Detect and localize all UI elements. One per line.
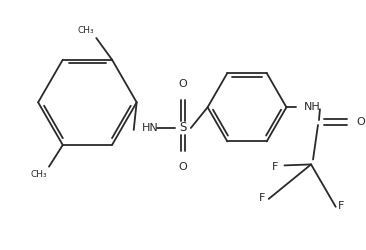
Text: F: F	[258, 193, 265, 203]
Text: O: O	[179, 78, 187, 88]
Text: S: S	[179, 122, 187, 134]
Text: O: O	[179, 162, 187, 172]
Text: F: F	[272, 162, 279, 172]
Text: NH: NH	[304, 102, 321, 112]
Text: HN: HN	[142, 123, 158, 133]
Text: CH₃: CH₃	[30, 170, 47, 179]
Text: F: F	[338, 201, 344, 211]
Text: O: O	[356, 117, 365, 127]
Text: CH₃: CH₃	[78, 26, 94, 35]
